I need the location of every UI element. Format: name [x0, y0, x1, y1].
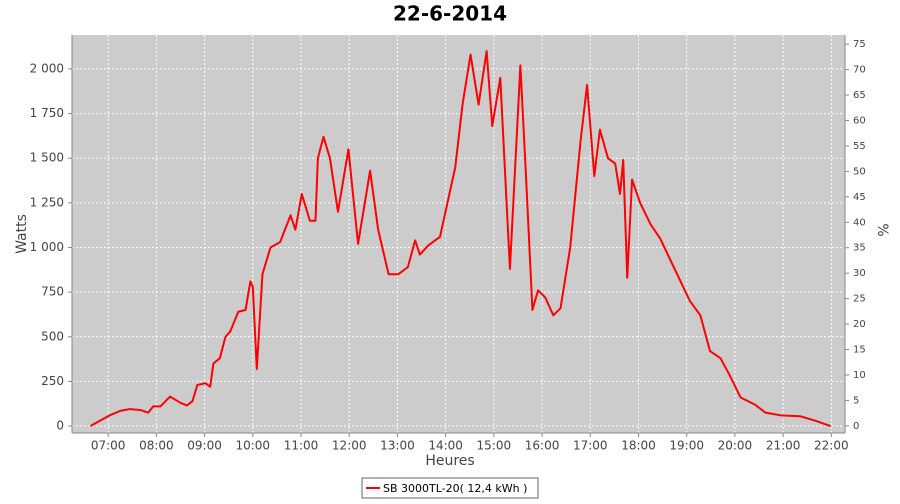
y2-axis-title: %	[874, 223, 890, 236]
y-tick-label: 0	[56, 419, 64, 433]
x-tick-label: 07:00	[91, 439, 126, 453]
x-tick-label: 08:00	[139, 439, 174, 453]
y2-tick-label: 65	[853, 90, 866, 101]
y2-tick-label: 55	[853, 141, 866, 152]
x-tick-label: 17:00	[573, 439, 608, 453]
x-tick-label: 20:00	[718, 439, 753, 453]
y-tick-label: 250	[41, 374, 64, 388]
x-axis-title: Heures	[425, 453, 474, 469]
y2-tick-label: 35	[853, 243, 866, 254]
y-tick-label: 500	[41, 329, 64, 343]
y2-tick-label: 5	[853, 395, 859, 406]
x-tick-label: 11:00	[284, 439, 319, 453]
y2-tick-label: 0	[853, 421, 859, 432]
plot-area	[72, 35, 845, 433]
y2-tick-label: 75	[853, 39, 866, 50]
y-tick-label: 1 000	[30, 240, 64, 254]
y-tick-label: 1 750	[30, 106, 64, 120]
x-tick-label: 14:00	[428, 439, 463, 453]
chart-title: 22-6-2014	[393, 2, 507, 26]
y2-tick-label: 40	[853, 217, 866, 228]
x-tick-label: 19:00	[669, 439, 704, 453]
y-tick-label: 2 000	[30, 61, 64, 75]
x-tick-label: 16:00	[525, 439, 560, 453]
x-tick-label: 12:00	[332, 439, 367, 453]
x-tick-label: 18:00	[621, 439, 656, 453]
y2-tick-label: 45	[853, 192, 866, 203]
y-tick-label: 750	[41, 285, 64, 299]
y-tick-label: 1 500	[30, 151, 64, 165]
legend-box	[361, 477, 539, 499]
y2-tick-label: 50	[853, 166, 866, 177]
legend-label: SB 3000TL-20( 12,4 kWh )	[383, 482, 527, 495]
y-axis-title: Watts	[14, 214, 30, 254]
y2-tick-label: 70	[853, 65, 866, 76]
y2-tick-label: 20	[853, 319, 866, 330]
y2-tick-label: 10	[853, 370, 866, 381]
x-tick-label: 22:00	[814, 439, 849, 453]
y2-tick-label: 25	[853, 294, 866, 305]
x-tick-label: 21:00	[766, 439, 801, 453]
x-tick-label: 09:00	[187, 439, 222, 453]
y2-tick-label: 60	[853, 116, 866, 127]
y-tick-label: 1 250	[30, 195, 64, 209]
series-line	[89, 50, 831, 427]
x-tick-label: 15:00	[477, 439, 512, 453]
x-tick-label: 10:00	[235, 439, 270, 453]
y2-tick-label: 30	[853, 268, 866, 279]
x-tick-label: 13:00	[380, 439, 415, 453]
y2-tick-label: 15	[853, 345, 866, 356]
